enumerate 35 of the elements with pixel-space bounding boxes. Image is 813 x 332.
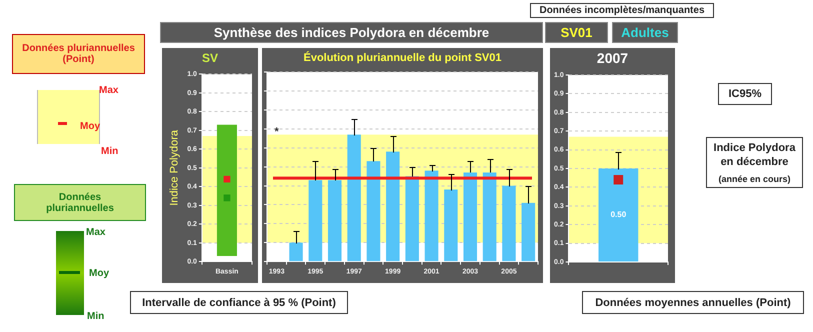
bar [424,170,438,262]
bar [463,172,478,262]
text: Min [87,310,104,322]
bar [444,190,458,262]
y-axis-title: Indice Polydora [168,129,181,206]
text: Adultes [621,25,669,40]
bar [328,180,342,262]
text: Max [99,84,118,96]
text: Moy [89,268,109,278]
bar [522,202,536,262]
chart-title: 2007 [596,49,630,68]
bar [502,186,516,262]
bar [366,161,380,262]
bar [308,180,322,262]
text: Moy [80,120,100,132]
text: Données moyennes annuelles (Point) [595,296,791,308]
text: Indice Polydora en décembre [712,141,796,169]
text: SV01 [560,25,592,40]
text: Données incomplètes/manquantes [539,5,705,16]
text: Données pluriannuelles [45,192,115,214]
bar [289,242,303,262]
chart-title: SV [200,50,219,67]
bar [386,152,400,262]
text: Synthèse des indices Polydora en décembre [214,25,490,40]
text: Max [86,226,106,238]
bar [347,134,361,262]
chart-title: Évolution pluriannuelle du point SV01 [302,50,502,66]
text: Min [101,146,118,156]
text: (année en cours) [718,174,791,184]
annotation: * [274,126,280,138]
text: Données pluriannuelles (Point) [21,43,136,65]
bar [482,172,496,262]
text: IC95% [728,88,762,100]
text: Intervalle de confiance à 95 % (Point) [142,296,336,308]
data-label: 0.50 [610,210,627,220]
